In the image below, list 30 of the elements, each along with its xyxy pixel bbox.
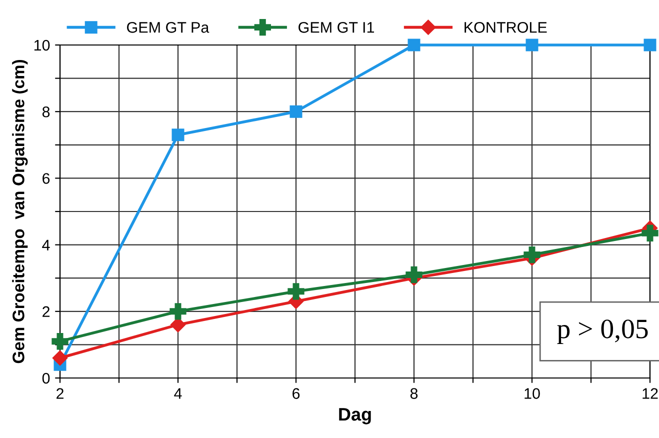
x-tick-label: 12 (642, 388, 658, 399)
y-tick-label: 8 (42, 106, 50, 118)
y-axis-title: Gem Groeitempo van Organisme (cm) (12, 60, 28, 364)
y-tick-label: 4 (42, 240, 50, 250)
y-tick-label: 6 (42, 173, 50, 184)
x-tick-label: 8 (410, 388, 418, 399)
y-tick-label: 2 (42, 306, 50, 317)
legend-label: KONTROLE (464, 22, 547, 33)
y-tick-label: 10 (34, 40, 50, 51)
point (290, 105, 302, 118)
point (52, 350, 68, 366)
annotation: p > 0,05 (557, 320, 648, 344)
x-tick-label: 2 (56, 388, 64, 399)
point (524, 246, 540, 264)
point (644, 38, 656, 52)
x-tick-label: 10 (524, 388, 540, 399)
x-tick-label: 6 (292, 388, 300, 399)
point (172, 128, 184, 142)
point (408, 38, 420, 52)
point (642, 224, 658, 242)
y-tick-label: 0 (42, 372, 50, 384)
point (288, 283, 304, 300)
point (52, 333, 68, 350)
point (170, 303, 186, 320)
legend-label: GEM GT Pa (127, 22, 210, 33)
x-tick-label: 4 (174, 388, 182, 399)
point (406, 266, 422, 284)
point (526, 38, 538, 52)
x-axis-title: Dag (339, 408, 371, 424)
legend-label: GEM GT I1 (298, 22, 374, 33)
